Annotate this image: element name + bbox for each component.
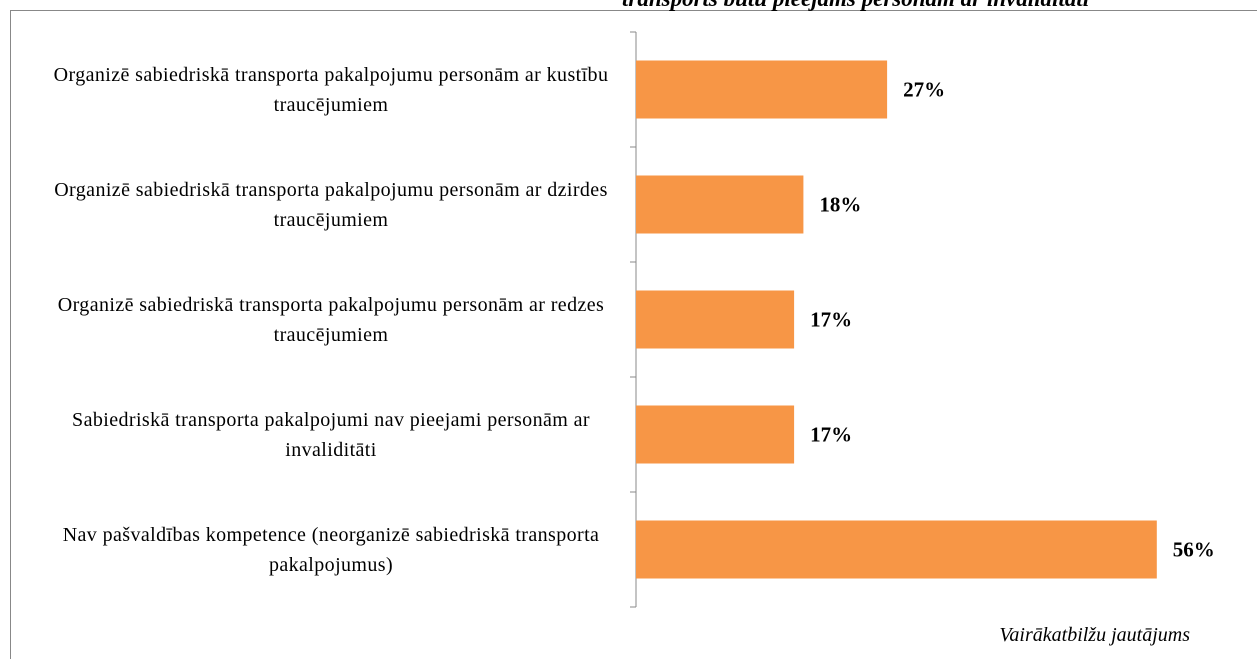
value-label: 17% [810, 423, 852, 447]
category-label: Nav pašvaldības kompetence (neorganizē s… [62, 523, 600, 576]
category-label: Sabiedriskā transporta pakalpojumi nav p… [72, 408, 590, 461]
value-label: 56% [1173, 538, 1215, 562]
bar [636, 520, 1157, 579]
bar [636, 60, 888, 119]
category-label: Organizē sabiedriskā transporta pakalpoj… [54, 178, 608, 231]
value-label: 17% [810, 308, 852, 332]
chart-title: transports būtu pieejams personām ar inv… [622, 0, 1090, 11]
bar [636, 405, 795, 464]
note: Vairākatbilžu jautājums [999, 624, 1190, 646]
chart-frame [10, 10, 1257, 659]
category-label: Organizē sabiedriskā transporta pakalpoj… [57, 293, 605, 346]
bar [636, 175, 804, 234]
value-label: 27% [903, 78, 945, 102]
value-label: 18% [819, 193, 861, 217]
bar [636, 290, 795, 349]
category-label: Organizē sabiedriskā transporta pakalpoj… [53, 63, 609, 116]
